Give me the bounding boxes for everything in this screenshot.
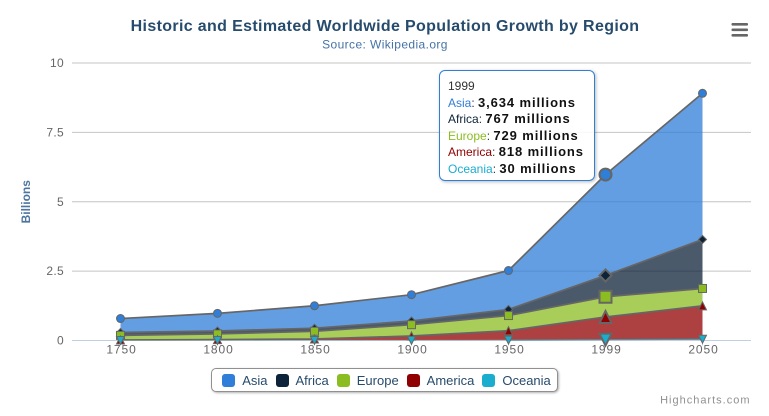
svg-text:5: 5 — [57, 195, 64, 209]
svg-text:1800: 1800 — [203, 343, 233, 357]
svg-text:Billions: Billions — [19, 180, 33, 224]
svg-text:2050: 2050 — [688, 343, 718, 357]
svg-text:10: 10 — [50, 56, 64, 70]
svg-text:2.5: 2.5 — [46, 264, 64, 278]
svg-text:0: 0 — [57, 334, 64, 348]
svg-text:1850: 1850 — [300, 343, 330, 357]
svg-text:7.5: 7.5 — [46, 125, 64, 139]
svg-text:Highcharts.com: Highcharts.com — [660, 395, 750, 407]
svg-text:Historic and Estimated Worldwi: Historic and Estimated Worldwide Populat… — [131, 18, 640, 35]
svg-text:Source: Wikipedia.org: Source: Wikipedia.org — [322, 38, 448, 52]
svg-text:1900: 1900 — [397, 343, 427, 357]
svg-text:1950: 1950 — [494, 343, 524, 357]
svg-text:1750: 1750 — [106, 343, 136, 357]
svg-text:1999: 1999 — [591, 343, 621, 357]
